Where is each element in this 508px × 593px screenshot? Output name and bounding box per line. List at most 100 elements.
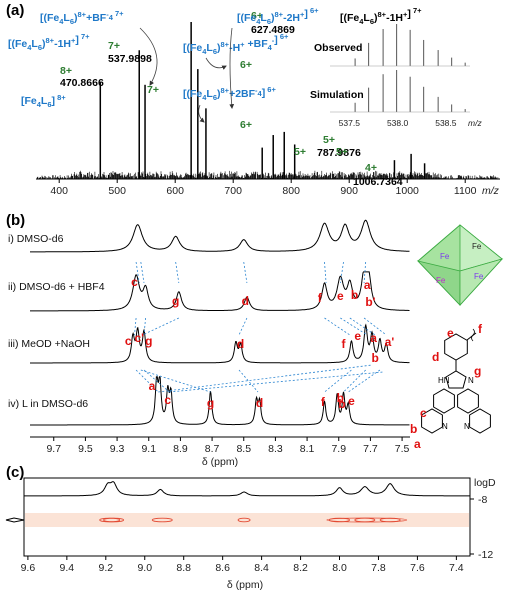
peak-charge-label: 6+: [251, 10, 263, 22]
correlation-dash: [142, 317, 180, 336]
x-tick-label-c: 8.0: [332, 562, 347, 574]
x-tick-label-b: 7.9: [331, 443, 346, 455]
annotation-arrow: [205, 57, 227, 70]
nmr-trace: [30, 323, 410, 364]
inset-title: [(Fe4L6)8+-1H+] 7+: [340, 6, 422, 26]
correlation-dash: [324, 261, 327, 284]
trace-label: iv) L in DMSO-d6: [8, 398, 88, 410]
x-tick-label-b: 8.3: [268, 443, 283, 455]
correlation-dash: [140, 369, 211, 393]
peak-charge-label: 6+: [240, 59, 252, 71]
baseline-noise-a: [36, 170, 499, 179]
fe-label: Fe: [474, 272, 484, 281]
annotation-arrow: [229, 27, 235, 109]
peak-value-label: 1006.7364: [353, 176, 403, 188]
x-tick-label-a: 500: [108, 185, 126, 197]
assignment-label: f: [342, 337, 347, 351]
assignment-label: b: [351, 288, 358, 302]
ring-position-label: g: [474, 364, 481, 378]
correlation-dash: [238, 317, 248, 336]
panel-a-mass-spectrum: 400 500 600 700 800 900 1000 1100 m/z 8+470.8666 7…: [8, 6, 500, 197]
x-tick-label-c: 7.6: [410, 562, 425, 574]
correlation-dash: [349, 317, 376, 336]
peak-charge-label: 7+: [147, 84, 159, 96]
y-tick-label-c: -8: [478, 494, 487, 506]
correlation-dash: [143, 317, 146, 336]
diffusion-band: [25, 513, 469, 527]
assignment-label: g: [145, 334, 152, 348]
peak-value-label: 470.8666: [60, 77, 104, 89]
ion-annotation: [(Fe4L6)8+-1H+] 7+: [8, 32, 90, 52]
cage-face: [459, 258, 504, 307]
ring-position-label: a: [414, 437, 421, 451]
x-tick-label-c: 7.4: [449, 562, 464, 574]
correlation-dash: [175, 261, 180, 284]
outer-ring-left: [421, 408, 443, 434]
imidazole-ring: [445, 370, 467, 389]
correlation-dash: [363, 261, 367, 284]
peak-value-label: 627.4869: [251, 24, 295, 36]
correlation-dash: [324, 369, 352, 393]
x-tick-label-a: 1000: [396, 185, 420, 197]
x-tick-label-c: 9.2: [98, 562, 113, 574]
fe-label: Fe: [472, 242, 482, 251]
assignment-label: g: [172, 294, 179, 308]
dosy-contour: [326, 517, 408, 523]
peak-value-label: 537.9898: [108, 53, 152, 65]
panel-b-nmr-spectra: i) DMSO-d6 ii) DMSO-d6 + HBF4 iii) MeOD +N…: [8, 219, 504, 468]
correlation-dash: [169, 371, 384, 393]
assignment-label: e: [354, 329, 361, 343]
assignment-label: b: [337, 391, 344, 405]
peak-charge-label: 4+: [365, 162, 377, 174]
dosy-contour: [103, 517, 125, 523]
y-projection: [5, 517, 25, 523]
assignment-label: c: [164, 393, 171, 407]
x-tick-label-b: 8.1: [300, 443, 315, 455]
pyridine-ring-right: [457, 388, 479, 414]
dosy-contour: [237, 517, 251, 523]
annotation-arrow: [198, 104, 205, 123]
x-tick-label-a: 1100: [454, 185, 477, 197]
trace-label: iii) MeOD +NaOH: [8, 338, 90, 350]
assignment-label: b: [338, 397, 345, 411]
assignment-label: c: [131, 275, 138, 289]
ring-position-label: c: [420, 406, 427, 420]
correlation-dash: [340, 317, 368, 336]
correlation-dash: [348, 369, 381, 393]
nmr-trace: [30, 271, 410, 312]
assignment-label: a: [149, 379, 156, 393]
assignment-label: b: [371, 351, 378, 365]
ring-position-label: f: [478, 322, 483, 336]
fe-label: Fe: [440, 252, 450, 261]
fe-label: Fe: [436, 276, 446, 285]
assignment-label: e: [348, 394, 355, 408]
ion-annotation: [(Fe4L6)8+-2H+] 6+: [237, 6, 319, 26]
x-tick-label-c: 8.8: [176, 562, 191, 574]
ligand-structure-icon: HN N N Ne f d g cba: [410, 322, 491, 451]
peak-charge-label: 5+: [336, 146, 348, 158]
dosy-projection: [24, 481, 470, 497]
peak-charge-label: 8+: [60, 65, 72, 77]
trace-label: i) DMSO-d6: [8, 233, 64, 245]
correlation-dash: [135, 261, 140, 284]
x-tick-label-a: 600: [166, 185, 184, 197]
n-label: N: [442, 422, 448, 431]
y-tick-label-c: -12: [478, 549, 493, 561]
dosy-contour: [151, 517, 173, 523]
x-tick-label-b: 9.1: [141, 443, 156, 455]
inset-tick-label: 538.0: [387, 118, 409, 128]
inset-tick-label: 537.5: [339, 118, 361, 128]
correlation-dash: [135, 369, 159, 393]
assignment-label: d: [237, 337, 244, 351]
correlation-dash: [243, 261, 248, 284]
n-label: N: [468, 376, 474, 385]
panel-b-letter: (b): [6, 212, 25, 229]
panel-a-letter: (a): [6, 2, 24, 19]
x-tick-label-b: 9.7: [46, 443, 61, 455]
x-tick-label-b: 8.7: [205, 443, 220, 455]
trace-label: ii) DMSO-d6 + HBF4: [8, 281, 105, 293]
x-tick-label-c: 8.2: [293, 562, 308, 574]
y-axis-label-c: logD: [474, 477, 496, 489]
inset-x-label: m/z: [468, 118, 482, 128]
